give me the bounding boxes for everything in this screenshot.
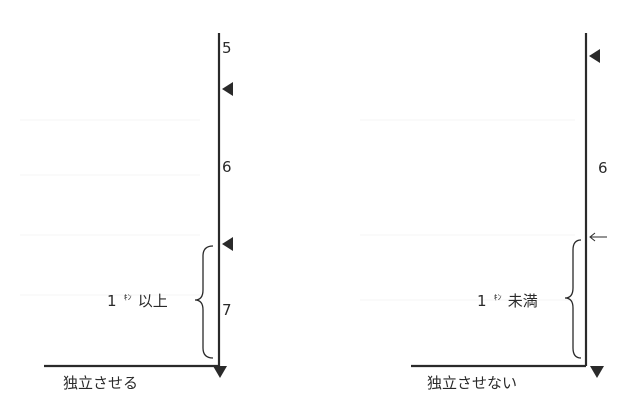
left-caption: 独立させる [63,374,138,392]
right-caption: 独立させない [427,374,517,392]
left-arrow-marker-icon [222,82,233,96]
right-width-prefix: 1 [477,292,487,310]
right-width-note: 1 ｷﾝ 未満 [477,285,538,310]
left-width-prefix: 1 [107,292,117,310]
right-label-6: 6 [598,159,608,177]
right-figure: 6 1 ｷﾝ 未満 独立させない [411,33,608,392]
left-width-suffix: 以上 [138,292,168,310]
left-arrow-marker-icon [222,237,233,251]
left-label-7: 7 [222,301,232,319]
left-width-note: 1 ｷﾝ 以上 [107,285,168,310]
left-label-5: 5 [222,39,232,57]
left-label-6: 6 [222,158,232,176]
right-thin-arrow-head-icon [589,232,596,242]
right-down-triangle-icon [590,366,604,378]
left-curly-brace [194,245,214,359]
faint-grid-texture [20,119,575,301]
right-width-suffix: 未満 [508,292,538,310]
right-arrow-marker-icon [589,49,600,63]
left-width-unit: ｷﾝ [124,293,132,302]
right-curly-brace [564,239,582,359]
right-width-unit: ｷﾝ [494,293,502,302]
left-down-triangle-icon [213,366,227,378]
left-figure: 5 6 7 1 ｷﾝ 以上 独立させる [44,33,233,392]
